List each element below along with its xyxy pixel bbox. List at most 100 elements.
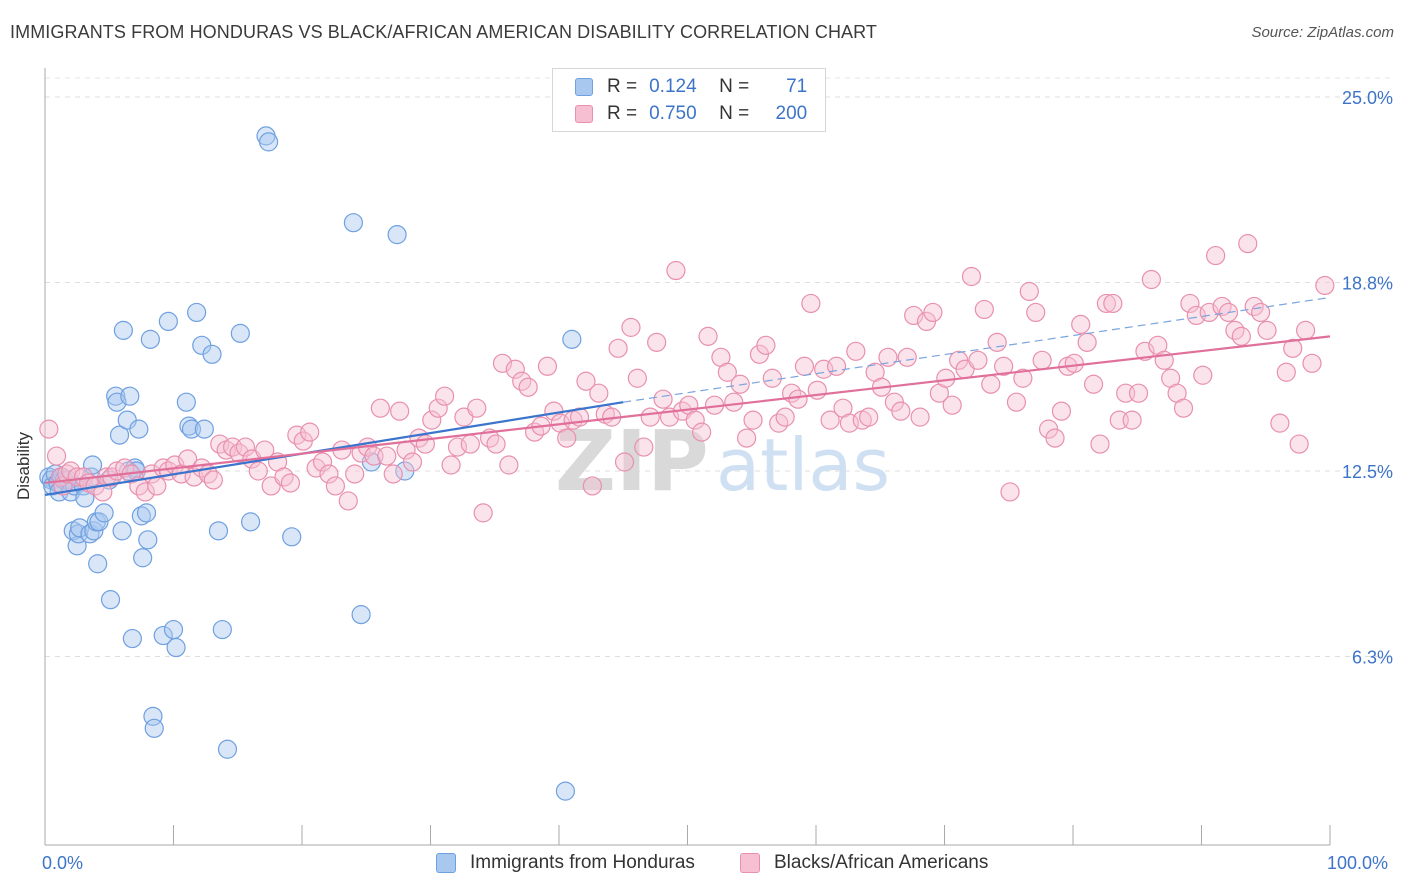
point-honduras (158, 311, 178, 331)
point-black (1295, 320, 1316, 340)
point-black (737, 428, 757, 448)
point-black (717, 362, 737, 382)
gridlines (45, 77, 1392, 658)
point-honduras (241, 512, 261, 532)
point-honduras (562, 329, 582, 349)
point-honduras (343, 213, 363, 233)
point-honduras (89, 512, 109, 532)
trend-lines (44, 296, 1331, 497)
point-black (647, 332, 667, 352)
point-honduras (187, 302, 207, 323)
point-black (614, 452, 635, 472)
point-black (473, 503, 493, 523)
point-black (582, 476, 603, 496)
point-black (505, 359, 525, 379)
r-label: R = (607, 76, 638, 97)
point-black (1006, 392, 1027, 412)
y-axis-label: Disability (14, 431, 33, 500)
legend-swatch-honduras (436, 853, 456, 873)
point-honduras (94, 503, 114, 523)
point-black (634, 437, 654, 457)
point-black (1206, 245, 1226, 266)
point-black (312, 452, 333, 472)
legend-label-black: Blacks/African Americans (774, 852, 989, 873)
legend-item-black: Blacks/African Americans (740, 852, 988, 874)
point-black (467, 398, 487, 418)
point-black (1019, 281, 1039, 302)
point-black (1013, 368, 1033, 388)
watermark-zip: ZIP (555, 412, 709, 510)
point-honduras (100, 590, 121, 610)
point-honduras (387, 225, 407, 245)
point-black (147, 476, 167, 496)
legend-swatch-black (740, 853, 760, 873)
point-honduras (113, 320, 133, 340)
point-black (788, 389, 808, 409)
point-black (1141, 269, 1161, 290)
n-value: 71 (786, 76, 808, 97)
point-black (1238, 234, 1258, 254)
point-honduras (88, 554, 108, 574)
point-black (135, 482, 155, 502)
n-value: 200 (775, 103, 808, 124)
point-black (820, 410, 840, 430)
point-black (248, 461, 268, 481)
point-black (537, 356, 558, 376)
point-black (557, 428, 577, 448)
point-black (67, 467, 87, 487)
n-label: N = (719, 103, 750, 124)
point-honduras (112, 521, 132, 541)
point-black (178, 449, 198, 469)
trend-line-extension (623, 296, 1331, 403)
r-value: 0.750 (649, 103, 697, 124)
point-honduras (131, 506, 151, 526)
point-black (499, 455, 519, 475)
point-black (1000, 482, 1020, 502)
point-black (1315, 275, 1335, 296)
point-black (1090, 434, 1110, 454)
point-black (280, 473, 301, 493)
point-black (486, 434, 506, 454)
point-honduras (202, 344, 222, 364)
point-honduras (133, 548, 153, 568)
y-tick-label: 12.5% (1342, 462, 1393, 482)
point-black (685, 410, 705, 430)
point-black (1193, 365, 1213, 385)
point-honduras (282, 527, 302, 547)
point-black (775, 407, 795, 427)
point-black (1270, 413, 1290, 433)
point-black (621, 317, 641, 337)
point-black (383, 464, 403, 484)
point-black (762, 368, 782, 388)
point-honduras (138, 530, 158, 550)
point-black (39, 419, 59, 439)
point-black (1276, 362, 1296, 382)
point-black (325, 476, 346, 496)
point-black (203, 470, 223, 490)
point-black (1071, 314, 1091, 334)
point-honduras (258, 132, 279, 152)
point-honduras (68, 524, 89, 544)
point-black (743, 410, 763, 430)
point-black (859, 407, 879, 427)
stats-legend-row-honduras: R = 0.124 N = 71 (575, 75, 807, 99)
point-black (441, 455, 461, 475)
point-black (608, 338, 628, 358)
point-black (1289, 434, 1309, 454)
point-black (589, 383, 609, 403)
legend-item-honduras: Immigrants from Honduras (436, 852, 695, 874)
x-tick-label-min: 0.0% (42, 853, 84, 873)
x-tick-label-max: 100.0% (1327, 853, 1389, 873)
point-black (756, 335, 776, 355)
point-black (1128, 383, 1149, 403)
point-honduras (166, 637, 186, 658)
point-black (1257, 320, 1277, 340)
watermark-atlas: atlas (716, 423, 890, 507)
point-black (794, 356, 815, 376)
axes (44, 68, 1331, 846)
point-black (518, 377, 538, 397)
y-tick-label: 6.3% (1352, 648, 1393, 668)
point-black (1032, 350, 1052, 370)
point-honduras (106, 386, 126, 406)
point-black (1251, 302, 1271, 323)
